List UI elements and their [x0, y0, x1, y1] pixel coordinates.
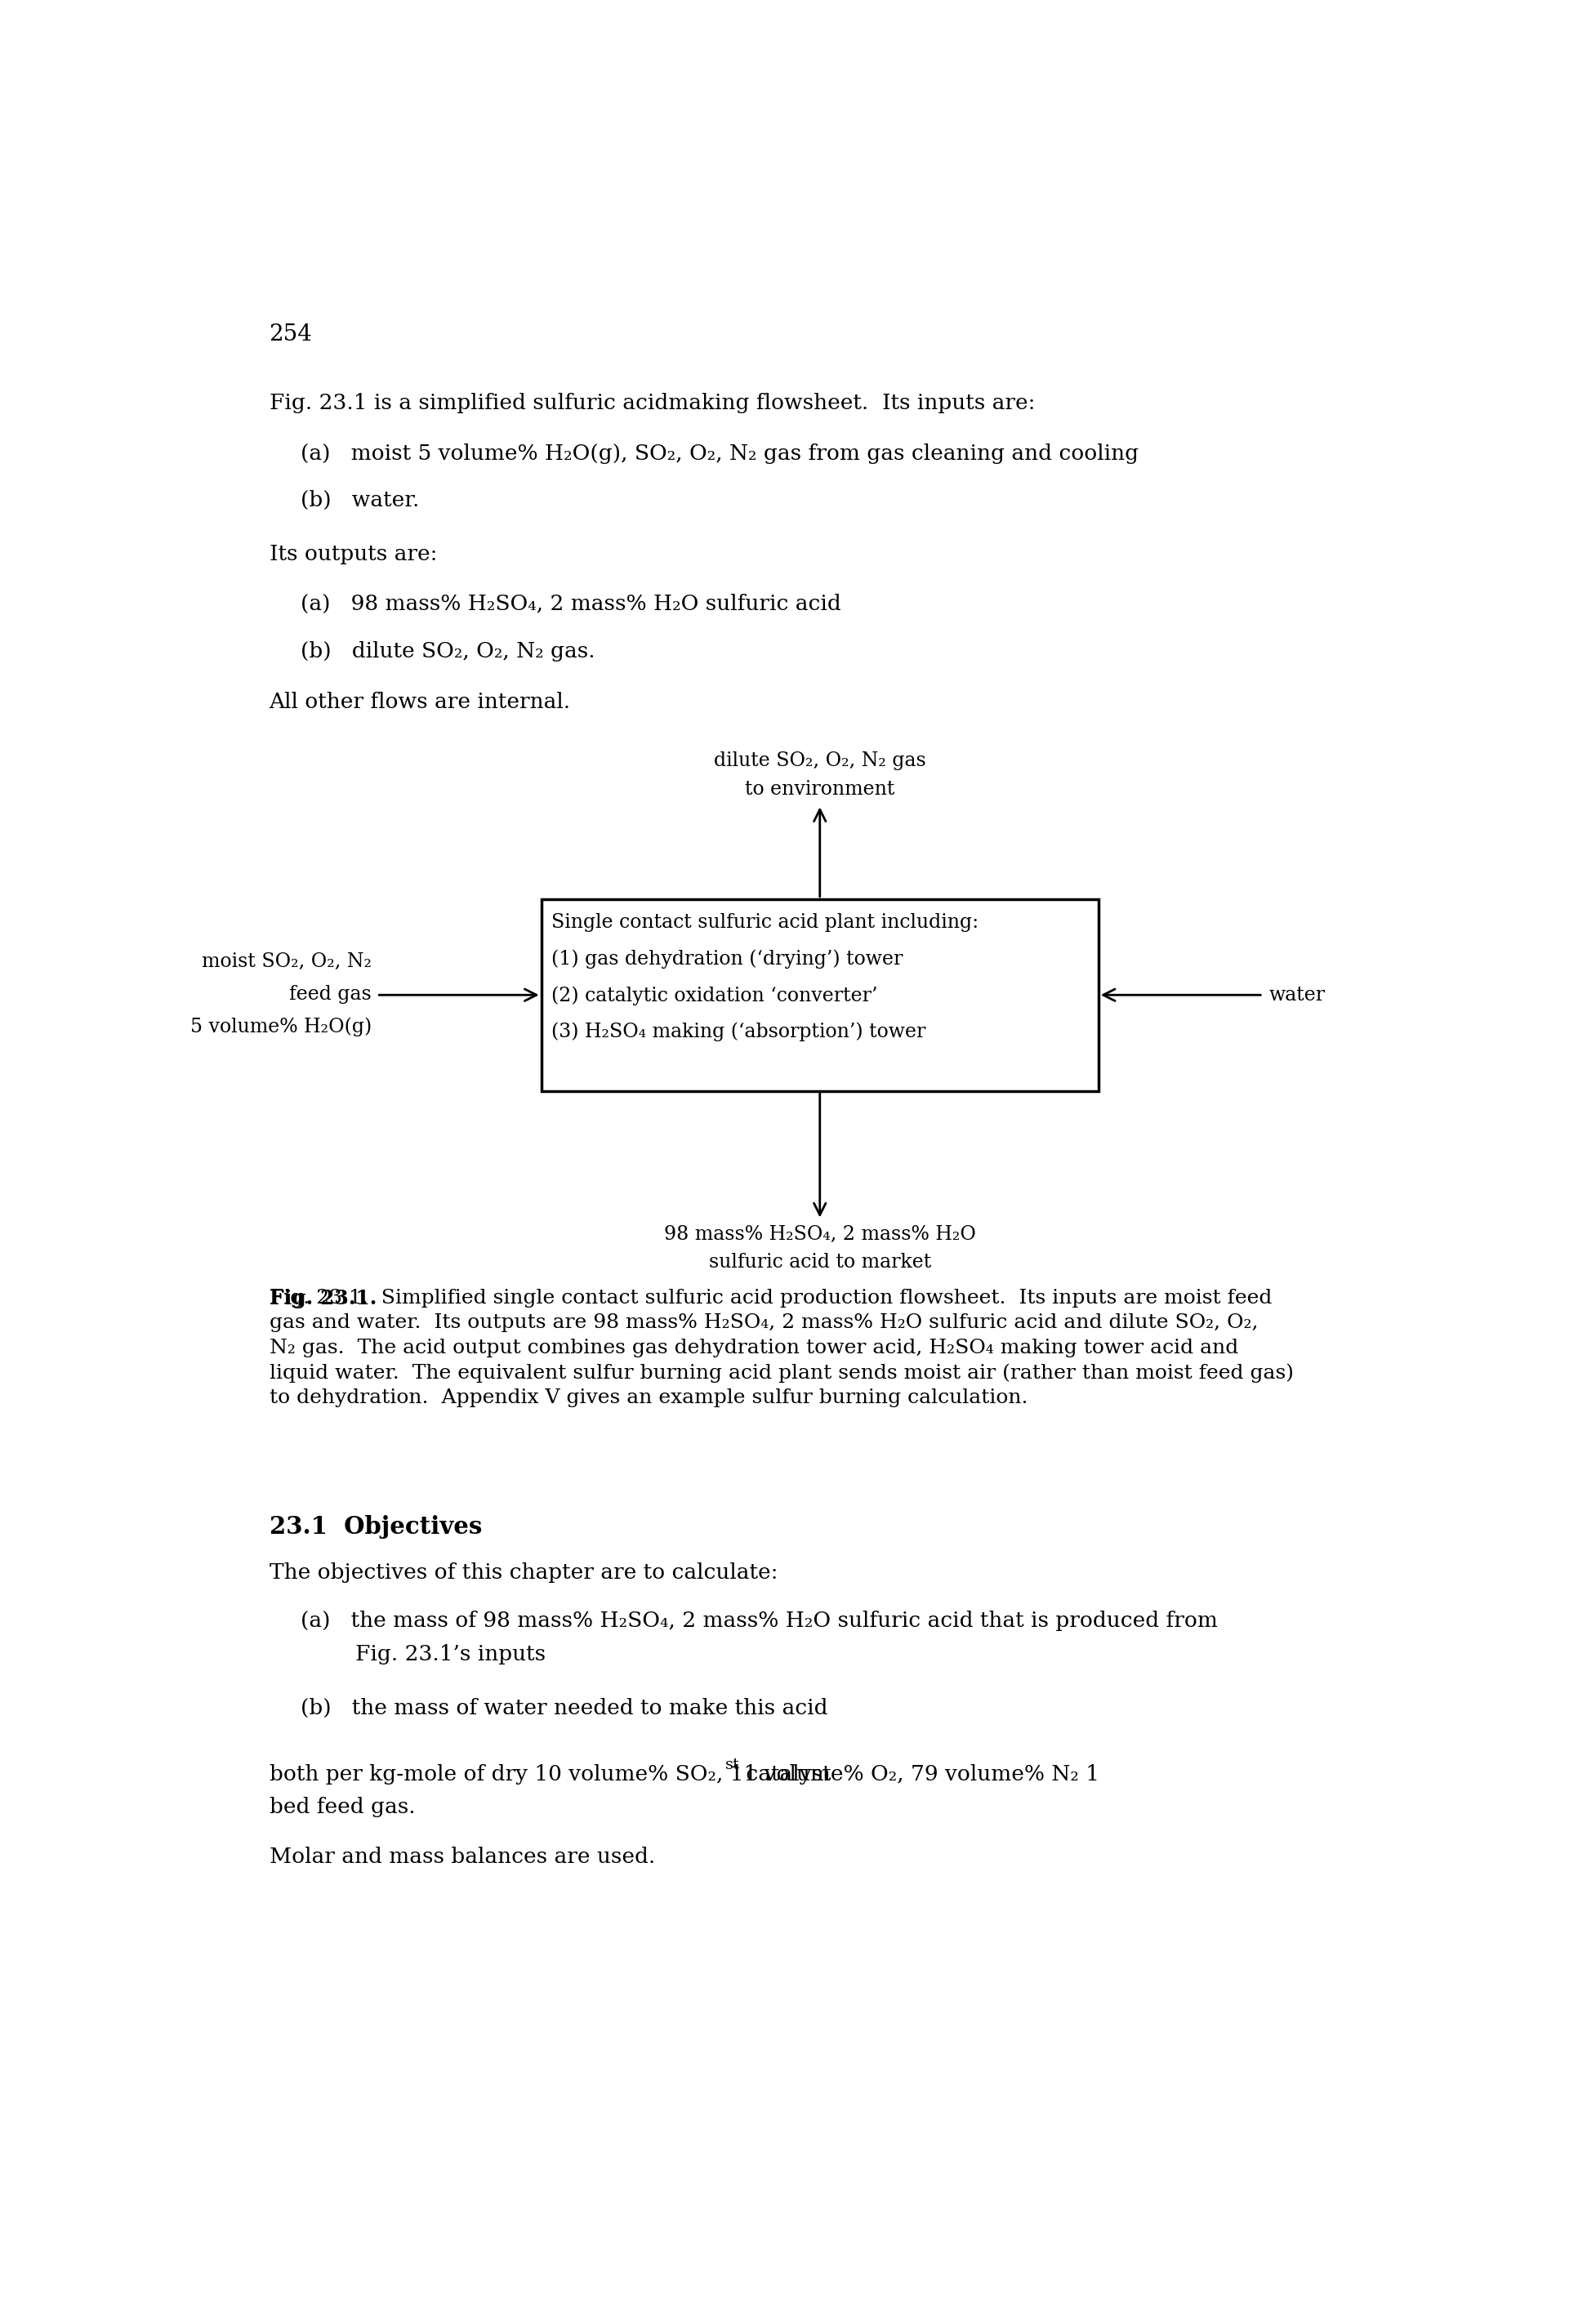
- Text: (a)   the mass of 98 mass% H₂SO₄, 2 mass% H₂O sulfuric acid that is produced fro: (a) the mass of 98 mass% H₂SO₄, 2 mass% …: [300, 1610, 1218, 1631]
- Text: sulfuric acid to market: sulfuric acid to market: [709, 1253, 930, 1272]
- Text: water: water: [1269, 986, 1326, 1005]
- Text: (b)   the mass of water needed to make this acid: (b) the mass of water needed to make thi…: [300, 1698, 828, 1719]
- Text: The objectives of this chapter are to calculate:: The objectives of this chapter are to ca…: [270, 1562, 777, 1583]
- Text: Its outputs are:: Its outputs are:: [270, 544, 437, 564]
- Text: moist SO₂, O₂, N₂: moist SO₂, O₂, N₂: [201, 952, 372, 970]
- Text: (b)   water.: (b) water.: [300, 491, 420, 511]
- Text: feed gas: feed gas: [289, 984, 372, 1005]
- Text: All other flows are internal.: All other flows are internal.: [270, 691, 571, 712]
- Text: Fig. 23.1 is a simplified sulfuric acidmaking flowsheet.  Its inputs are:: Fig. 23.1 is a simplified sulfuric acidm…: [270, 392, 1034, 412]
- Text: catalyst: catalyst: [739, 1765, 832, 1783]
- Bar: [541, 899, 1098, 1090]
- Text: Molar and mass balances are used.: Molar and mass balances are used.: [270, 1848, 654, 1866]
- Text: (a)   98 mass% H₂SO₄, 2 mass% H₂O sulfuric acid: (a) 98 mass% H₂SO₄, 2 mass% H₂O sulfuric…: [300, 594, 841, 615]
- Text: Fig. 23.1.: Fig. 23.1.: [270, 1288, 377, 1309]
- Text: (b)   dilute SO₂, O₂, N₂ gas.: (b) dilute SO₂, O₂, N₂ gas.: [300, 641, 595, 661]
- Text: bed feed gas.: bed feed gas.: [270, 1797, 415, 1818]
- Text: 98 mass% H₂SO₄, 2 mass% H₂O: 98 mass% H₂SO₄, 2 mass% H₂O: [664, 1226, 975, 1244]
- Text: 254: 254: [270, 323, 313, 346]
- Text: (1) gas dehydration (‘drying’) tower: (1) gas dehydration (‘drying’) tower: [552, 949, 903, 968]
- Text: Fig. 23.1’s inputs: Fig. 23.1’s inputs: [300, 1643, 546, 1663]
- Text: both per kg-mole of dry 10 volume% SO₂, 11 volume% O₂, 79 volume% N₂ 1: both per kg-mole of dry 10 volume% SO₂, …: [270, 1765, 1100, 1783]
- Text: (3) H₂SO₄ making (‘absorption’) tower: (3) H₂SO₄ making (‘absorption’) tower: [552, 1023, 926, 1041]
- Text: to environment: to environment: [745, 779, 895, 799]
- Text: st: st: [726, 1758, 741, 1772]
- Text: 23.1  Objectives: 23.1 Objectives: [270, 1516, 482, 1539]
- Text: Single contact sulfuric acid plant including:: Single contact sulfuric acid plant inclu…: [552, 912, 978, 931]
- Text: 5 volume% H₂O(g): 5 volume% H₂O(g): [190, 1018, 372, 1037]
- Text: Fig. 23.1.  Simplified single contact sulfuric acid production flowsheet.  Its i: Fig. 23.1. Simplified single contact sul…: [270, 1288, 1293, 1408]
- Text: (2) catalytic oxidation ‘converter’: (2) catalytic oxidation ‘converter’: [552, 986, 878, 1005]
- Text: (a)   moist 5 volume% H₂O(g), SO₂, O₂, N₂ gas from gas cleaning and cooling: (a) moist 5 volume% H₂O(g), SO₂, O₂, N₂ …: [300, 442, 1140, 463]
- Text: dilute SO₂, O₂, N₂ gas: dilute SO₂, O₂, N₂ gas: [713, 751, 926, 770]
